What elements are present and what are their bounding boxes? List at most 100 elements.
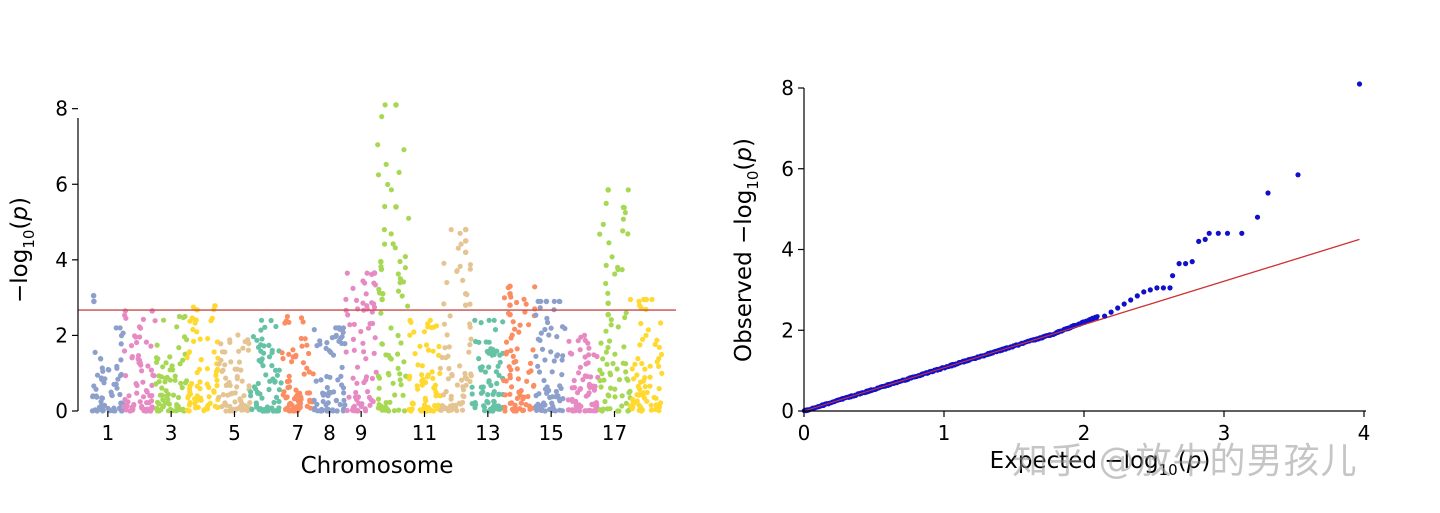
snp-point [425,372,431,378]
manhattan-y-tick-label: 8 [55,97,68,121]
snp-point [467,262,473,268]
snp-point [399,293,405,299]
snp-point [444,279,450,286]
snp-point [629,396,636,402]
qq-tail-point [1265,190,1271,196]
snp-point [198,397,204,403]
snp-point [163,360,169,366]
snp-point [496,392,502,398]
snp-point [118,341,124,347]
snp-point [364,306,370,312]
snp-point [599,408,605,414]
snp-point [101,380,107,386]
manhattan-x-tick-label: 13 [475,421,500,445]
snp-point [363,374,370,380]
qq-tail-point [1202,236,1208,242]
snp-point [184,355,190,361]
snp-point [571,377,577,384]
snp-point [548,325,554,331]
snp-point [194,329,200,335]
snp-point [395,288,402,294]
snp-point [551,358,557,364]
snp-point [603,280,609,287]
snp-peak-point [543,298,550,305]
snp-point [351,403,357,409]
snp-point [129,354,135,360]
snp-point [545,319,551,326]
snp-point [159,385,165,391]
snp-point [216,394,222,400]
snp-point [278,380,284,386]
snp-point [236,359,242,365]
chromosome-14-points [501,284,538,414]
snp-point [411,329,417,335]
snp-point [390,241,396,247]
snp-point [623,400,630,406]
snp-point [189,315,195,321]
snp-point [521,296,527,302]
snp-point [648,407,655,413]
snp-point [287,400,293,406]
snp-point [605,392,611,398]
snp-point [511,326,518,332]
snp-point [246,383,252,389]
qq-plot: 0 2 4 6 8 0 1 2 3 4 Expected −log10(p) Observed … [731,76,1370,479]
snp-point [410,400,416,406]
snp-point [401,147,407,153]
snp-point [388,356,394,362]
snp-point [526,403,533,409]
snp-point [600,356,606,362]
snp-point [580,377,586,383]
snp-point [626,390,632,396]
snp-point [134,390,140,396]
snp-point [455,245,461,251]
snp-point [630,405,636,411]
snp-point [425,347,432,353]
snp-point [501,377,507,384]
snp-point [486,378,492,384]
qq-tail-point [1239,230,1245,236]
qq-tail-point [1154,285,1160,291]
chromosome-8-points [311,325,348,414]
snp-point [152,318,158,324]
snp-point [344,270,350,276]
snp-point [320,398,326,405]
snp-point [157,392,163,398]
snp-point [149,382,155,388]
snp-point [289,359,295,365]
snp-point [180,314,186,321]
snp-point [523,301,529,307]
snp-point [296,399,302,405]
snp-point [594,353,600,360]
snp-point [134,339,140,346]
snp-point [542,326,548,333]
snp-point [472,400,478,406]
snp-point [548,349,554,355]
snp-point [360,278,366,284]
snp-point [290,347,296,353]
snp-point [535,363,541,369]
snp-point [634,392,640,398]
snp-point [304,342,310,348]
qq-y-ticks: 0 2 4 6 8 [781,76,804,423]
snp-point [365,389,371,395]
snp-point [245,347,251,353]
snp-point [619,267,625,273]
snp-point [382,203,388,210]
snp-point [220,392,226,398]
snp-point [301,371,307,377]
snp-point [485,400,491,406]
snp-peak-point [378,266,385,273]
snp-point [366,394,372,401]
watermark-text: 知乎 @放牛的男孩儿 [1012,441,1358,482]
snp-point [329,335,335,341]
snp-point [593,407,599,413]
snp-point [553,388,560,395]
snp-point [620,228,626,234]
snp-point [430,375,436,381]
snp-point [304,365,310,371]
snp-point [454,382,460,388]
snp-point [255,380,261,387]
snp-point [448,227,454,233]
snp-point [645,327,652,333]
